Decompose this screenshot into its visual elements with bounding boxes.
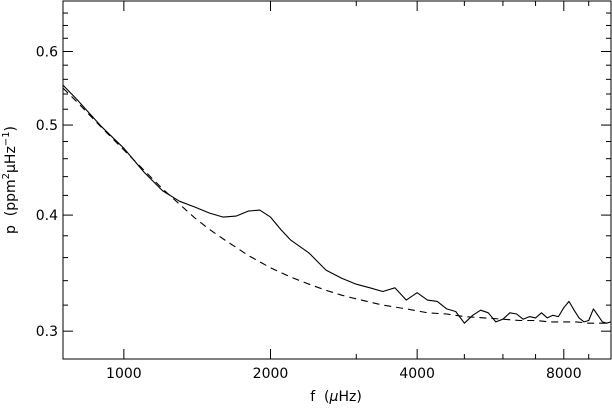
y-tick-label: 0.4 [36,208,58,224]
x-tick-label: 4000 [399,366,435,382]
plot-frame [62,0,612,360]
y-axis-label: p (ppm2μHz−1) [1,126,19,234]
x-axis-label: f (μHz) [310,389,362,405]
series-line-dashed [62,87,611,324]
axis-ticks [63,0,612,360]
y-tick-label: 0.3 [36,324,58,340]
tick-labels: 1000 2000 4000 8000 0.3 0.4 0.5 0.6 [36,44,582,382]
series-line-solid [62,84,612,324]
x-tick-label: 8000 [546,366,582,382]
series-layer [62,84,612,324]
x-tick-label: 1000 [106,366,142,382]
x-tick-label: 2000 [253,366,289,382]
y-tick-label: 0.6 [36,44,58,60]
y-tick-label: 0.5 [36,118,58,134]
